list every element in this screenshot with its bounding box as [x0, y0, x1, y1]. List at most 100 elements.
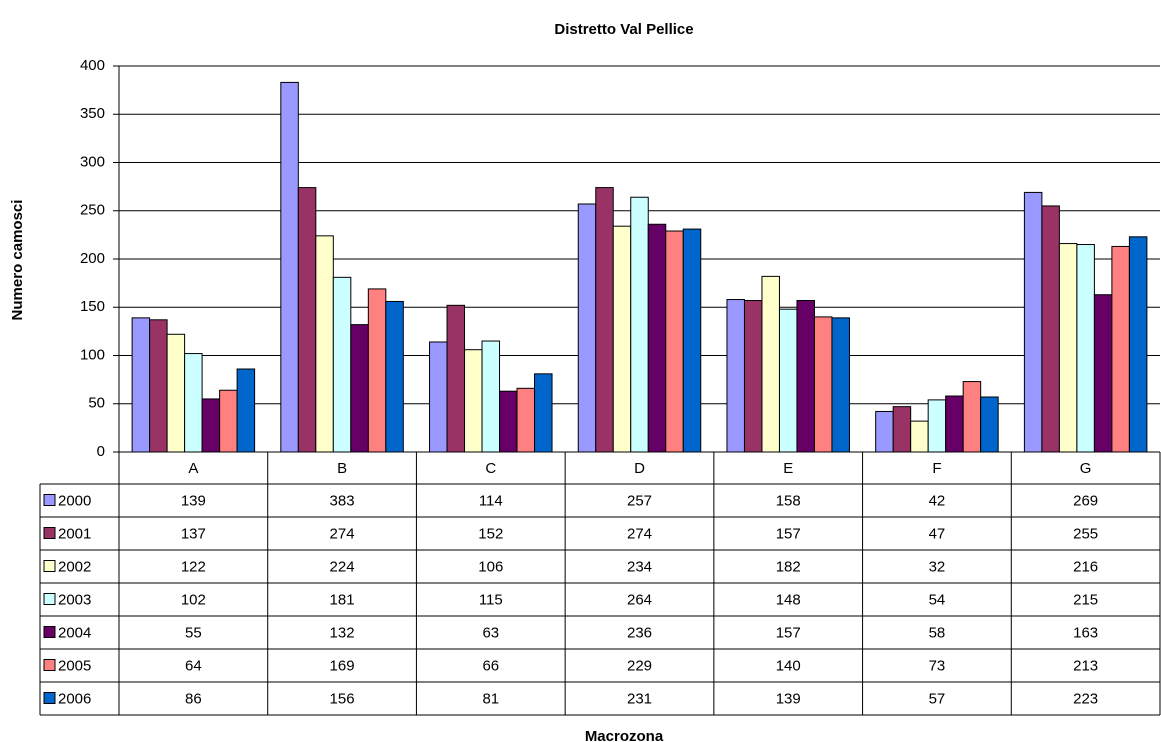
bar — [1023, 191, 1043, 453]
y-tick-label: 100 — [80, 346, 105, 363]
table-cell: 169 — [330, 657, 355, 674]
table-cell: 139 — [181, 492, 206, 509]
bar — [1076, 244, 1095, 453]
bar — [280, 81, 299, 453]
legend-swatch — [43, 659, 56, 671]
bar — [962, 381, 982, 453]
table-cell: 55 — [185, 624, 202, 641]
legend-swatch — [43, 593, 56, 605]
bar — [577, 203, 597, 453]
bar — [219, 389, 238, 453]
x-tick-label: G — [1080, 460, 1092, 477]
bar — [682, 228, 702, 453]
table-cell: 274 — [627, 525, 652, 542]
bar — [630, 196, 649, 453]
x-tick-label: F — [932, 460, 941, 477]
table-cell: 156 — [330, 690, 355, 707]
y-tick-label: 200 — [80, 250, 105, 267]
legend-label: 2004 — [58, 624, 91, 641]
bar — [910, 420, 929, 453]
x-tick-label: B — [337, 460, 347, 477]
bar — [1128, 236, 1148, 453]
legend-label: 2005 — [58, 657, 91, 674]
table-cell: 157 — [776, 624, 801, 641]
table-cell: 223 — [1073, 690, 1098, 707]
y-tick-label: 400 — [80, 57, 105, 74]
bar — [166, 333, 186, 453]
table-cell: 216 — [1073, 558, 1098, 575]
table-cell: 148 — [776, 591, 801, 608]
y-tick-label: 350 — [80, 105, 105, 122]
table-cell: 152 — [478, 525, 503, 542]
table-cell: 158 — [776, 492, 801, 509]
table-cell: 269 — [1073, 492, 1098, 509]
bar — [149, 319, 168, 453]
table-cell: 47 — [929, 525, 946, 542]
bar — [595, 187, 614, 453]
table-cell: 114 — [479, 492, 503, 509]
bar — [647, 223, 667, 453]
table-cell: 264 — [627, 591, 652, 608]
bar — [516, 387, 536, 453]
bar — [1041, 205, 1060, 453]
bar — [385, 300, 404, 453]
legend-swatch — [43, 692, 56, 704]
table-cell: 42 — [929, 492, 946, 509]
bar — [429, 341, 448, 453]
bar — [813, 316, 833, 453]
bar — [927, 399, 947, 453]
table-cell: 229 — [627, 657, 652, 674]
bar — [315, 235, 334, 453]
table-cell: 63 — [482, 624, 499, 641]
table-cell: 182 — [776, 558, 801, 575]
table-cell: 132 — [330, 624, 355, 641]
table-cell: 234 — [627, 558, 652, 575]
bar — [665, 230, 684, 453]
bar — [131, 317, 151, 453]
bar — [945, 395, 964, 453]
table-cell: 32 — [929, 558, 946, 575]
table-cell: 81 — [482, 690, 499, 707]
bar — [499, 390, 518, 453]
legend-label: 2003 — [58, 591, 91, 608]
bar — [464, 349, 483, 453]
y-tick-label: 50 — [88, 395, 105, 412]
y-axis-title: Numero camosci — [9, 200, 26, 321]
table-cell: 106 — [478, 558, 503, 575]
table-cell: 57 — [929, 690, 946, 707]
legend-label: 2002 — [58, 558, 91, 575]
chart-title: Distretto Val Pellice — [554, 21, 693, 38]
table-cell: 215 — [1073, 591, 1098, 608]
legend-swatch — [43, 494, 56, 506]
table-cell: 137 — [181, 525, 206, 542]
bar — [831, 317, 850, 453]
x-tick-label: A — [188, 460, 198, 477]
table-cell: 213 — [1073, 657, 1098, 674]
bar — [892, 406, 912, 453]
bar — [446, 304, 466, 453]
bar — [201, 398, 221, 453]
bar — [1093, 294, 1113, 453]
legend-swatch — [43, 527, 56, 539]
legend-label: 2000 — [58, 492, 91, 509]
table-cell: 64 — [185, 657, 202, 674]
bar — [778, 308, 798, 453]
x-tick-label: C — [485, 460, 496, 477]
x-axis-title: Macrozona — [585, 728, 664, 742]
bar — [743, 299, 763, 453]
legend-swatch — [43, 626, 56, 638]
table-cell: 257 — [627, 492, 652, 509]
table-cell: 163 — [1073, 624, 1098, 641]
table-cell: 236 — [627, 624, 652, 641]
table-cell: 383 — [330, 492, 355, 509]
bar — [1111, 245, 1130, 453]
table-cell: 139 — [776, 690, 801, 707]
table-cell: 181 — [330, 591, 355, 608]
y-tick-label: 250 — [80, 202, 105, 219]
table-cell: 102 — [181, 591, 206, 608]
y-tick-label: 300 — [80, 153, 105, 170]
table-cell: 54 — [929, 591, 946, 608]
table-cell: 73 — [929, 657, 946, 674]
x-tick-label: D — [634, 460, 645, 477]
table-cell: 122 — [181, 558, 206, 575]
